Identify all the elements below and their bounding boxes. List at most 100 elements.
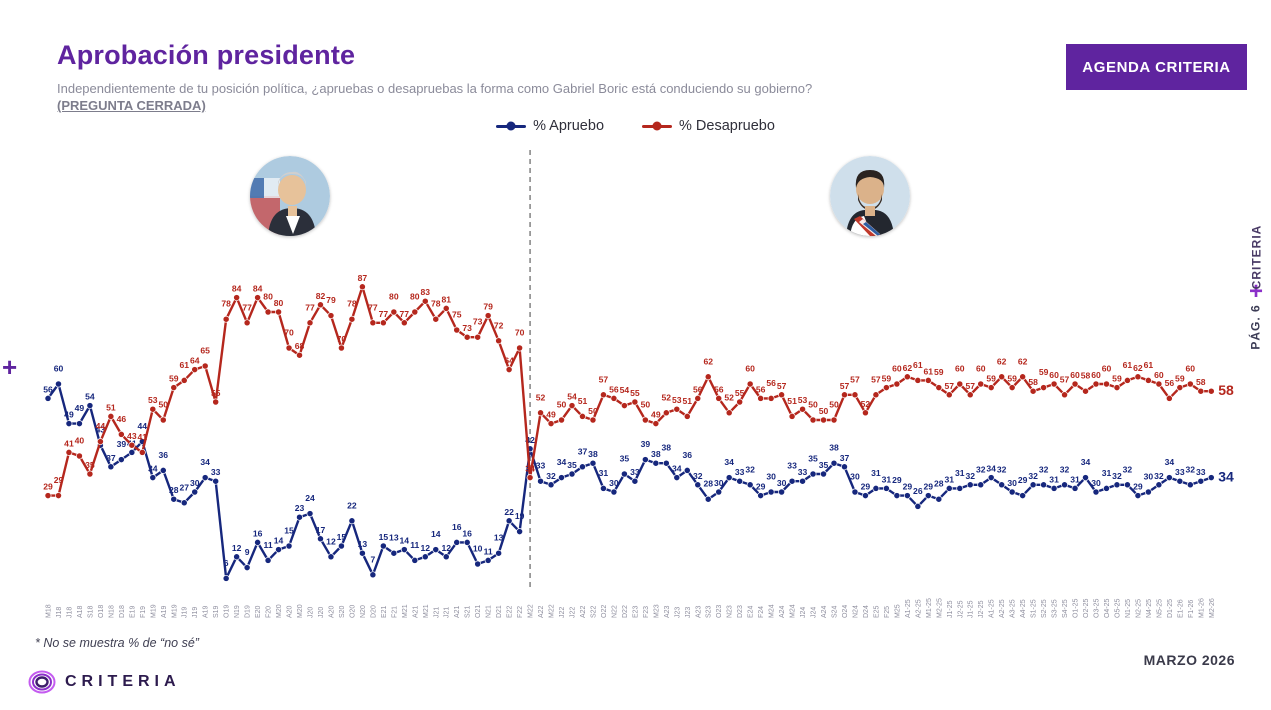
- boric-avatar-icon: [830, 156, 910, 236]
- svg-text:9: 9: [245, 547, 250, 557]
- svg-text:12: 12: [420, 543, 430, 553]
- svg-text:65: 65: [200, 346, 210, 356]
- svg-text:13: 13: [358, 539, 368, 549]
- svg-text:D24: D24: [863, 605, 870, 618]
- svg-text:46: 46: [117, 414, 127, 424]
- legend-item-apruebo: % Apruebo: [496, 118, 604, 134]
- svg-text:S1-25: S1-25: [1031, 599, 1038, 618]
- svg-text:83: 83: [420, 287, 430, 297]
- svg-text:S20: S20: [339, 605, 346, 618]
- svg-text:62: 62: [1133, 363, 1143, 373]
- svg-text:55: 55: [630, 388, 640, 398]
- svg-text:14: 14: [431, 529, 441, 539]
- svg-text:12: 12: [326, 536, 336, 546]
- svg-text:38: 38: [662, 443, 672, 453]
- svg-text:J23: J23: [674, 607, 681, 618]
- boric-photo: [830, 156, 910, 236]
- svg-text:57: 57: [850, 374, 860, 384]
- svg-text:30: 30: [714, 478, 724, 488]
- svg-text:17: 17: [316, 525, 326, 535]
- svg-text:D23: D23: [737, 605, 744, 618]
- svg-text:37: 37: [106, 453, 116, 463]
- svg-text:87: 87: [358, 273, 368, 283]
- criteria-logo: CRITERIA: [28, 668, 181, 696]
- svg-text:29: 29: [924, 482, 934, 492]
- svg-text:A2-25: A2-25: [999, 599, 1006, 618]
- agenda-criteria-button[interactable]: AGENDA CRITERIA: [1066, 44, 1247, 90]
- svg-text:50: 50: [819, 406, 829, 416]
- svg-text:29: 29: [756, 482, 766, 492]
- svg-text:O21: O21: [475, 605, 482, 618]
- svg-text:54: 54: [567, 392, 577, 402]
- svg-text:60: 60: [1049, 370, 1059, 380]
- svg-text:E1-26: E1-26: [1177, 599, 1184, 618]
- svg-text:56: 56: [43, 384, 53, 394]
- criteria-logo-text: CRITERIA: [65, 673, 181, 690]
- svg-text:80: 80: [389, 292, 399, 302]
- svg-text:73: 73: [462, 323, 472, 333]
- svg-text:19: 19: [515, 511, 525, 521]
- svg-text:50: 50: [588, 406, 598, 416]
- svg-text:A22: A22: [580, 605, 587, 618]
- svg-text:35: 35: [85, 460, 95, 470]
- svg-text:38: 38: [829, 443, 839, 453]
- svg-text:60: 60: [892, 364, 902, 374]
- svg-text:35: 35: [620, 454, 630, 464]
- svg-text:D18: D18: [119, 605, 126, 618]
- svg-text:70: 70: [337, 334, 347, 344]
- svg-text:80: 80: [263, 292, 273, 302]
- svg-text:28: 28: [703, 479, 713, 489]
- svg-text:S19: S19: [213, 605, 220, 618]
- svg-text:59: 59: [169, 374, 179, 384]
- svg-text:56: 56: [756, 384, 766, 394]
- svg-text:22: 22: [504, 507, 514, 517]
- svg-text:32: 32: [965, 471, 975, 481]
- svg-text:33: 33: [1196, 467, 1206, 477]
- svg-text:F24: F24: [758, 606, 765, 618]
- svg-text:56: 56: [693, 384, 703, 394]
- svg-text:32: 32: [1112, 471, 1122, 481]
- svg-text:30: 30: [1144, 472, 1154, 482]
- svg-text:M24: M24: [769, 604, 776, 618]
- svg-text:J23: J23: [685, 607, 692, 618]
- svg-text:60: 60: [955, 364, 965, 374]
- svg-text:31: 31: [1070, 474, 1080, 484]
- svg-text:84: 84: [232, 284, 242, 294]
- question-subtitle: Independientemente de tu posición políti…: [57, 80, 977, 114]
- svg-text:34: 34: [1218, 469, 1234, 485]
- plus-decoration-left: +: [2, 352, 18, 382]
- svg-text:59: 59: [1039, 367, 1049, 377]
- svg-text:51: 51: [578, 396, 588, 406]
- svg-text:43: 43: [96, 425, 106, 435]
- svg-text:F19: F19: [140, 606, 147, 618]
- svg-text:60: 60: [1154, 370, 1164, 380]
- svg-text:M20: M20: [276, 604, 283, 618]
- svg-text:80: 80: [274, 298, 284, 308]
- svg-text:29: 29: [43, 482, 53, 492]
- svg-text:O22: O22: [601, 605, 608, 618]
- svg-text:M21: M21: [402, 604, 409, 618]
- svg-text:33: 33: [798, 467, 808, 477]
- svg-text:J19: J19: [182, 607, 189, 618]
- svg-text:26: 26: [913, 486, 923, 496]
- svg-text:54: 54: [620, 385, 630, 395]
- legend-apruebo-label: % Apruebo: [533, 118, 605, 134]
- svg-text:O2-25: O2-25: [1083, 598, 1090, 618]
- svg-text:M22: M22: [528, 604, 535, 618]
- svg-text:A24: A24: [821, 605, 828, 618]
- svg-text:77: 77: [379, 309, 389, 319]
- svg-text:34: 34: [1081, 457, 1091, 467]
- svg-text:61: 61: [1123, 360, 1133, 370]
- svg-text:N2-25: N2-25: [1135, 599, 1142, 618]
- svg-text:E21: E21: [381, 605, 388, 618]
- svg-text:32: 32: [546, 471, 556, 481]
- svg-text:52: 52: [662, 392, 672, 402]
- svg-text:J24: J24: [800, 607, 807, 618]
- svg-text:15: 15: [284, 526, 294, 536]
- svg-text:F1-26: F1-26: [1188, 600, 1195, 618]
- svg-text:50: 50: [557, 400, 567, 410]
- svg-text:16: 16: [253, 528, 263, 538]
- svg-text:A24: A24: [779, 605, 786, 618]
- svg-text:50: 50: [641, 400, 651, 410]
- svg-text:N20: N20: [360, 605, 367, 618]
